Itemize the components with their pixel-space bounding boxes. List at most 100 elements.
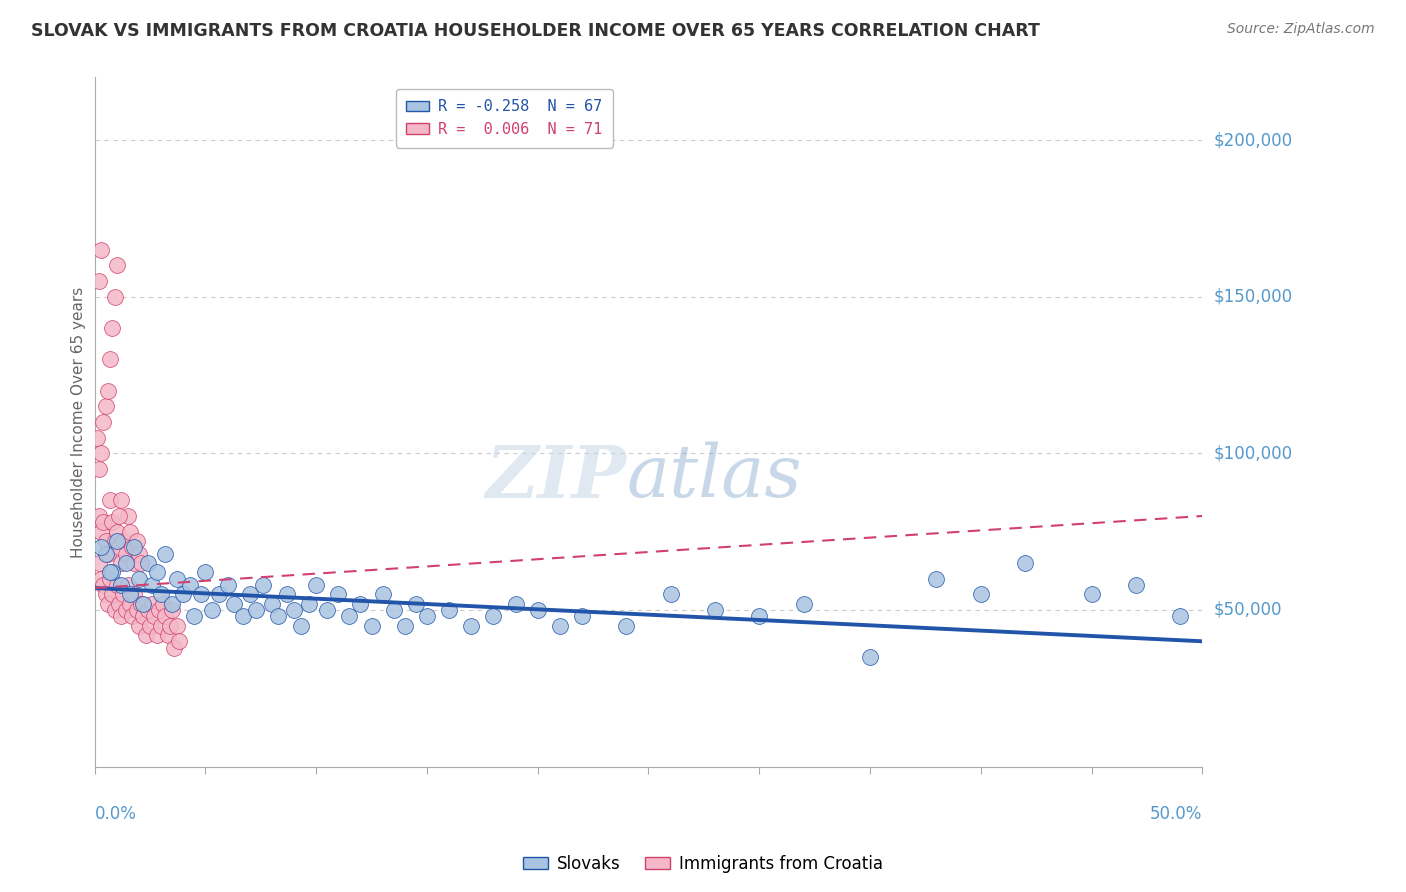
Point [143,609,166,624]
Point [87,462,110,476]
Point [110,493,132,508]
Point [124,541,146,555]
Point [94,587,117,601]
Point [394,618,416,632]
Point [90,541,112,555]
Point [290,618,312,632]
Point [110,556,132,570]
Point [139,618,162,632]
Point [101,321,124,335]
Point [90,243,112,257]
Point [793,597,815,611]
Point [179,578,201,592]
Point [128,547,150,561]
Point [260,597,283,611]
Point [155,609,177,624]
Point [145,566,167,580]
Point [118,524,141,539]
Point [405,597,427,611]
Point [460,618,482,632]
Point [93,578,115,592]
Point [239,587,262,601]
Point [93,515,115,529]
Point [160,603,183,617]
Point [172,587,194,601]
Point [1168,609,1191,624]
Point [217,578,239,592]
Point [94,400,117,414]
Point [98,493,121,508]
Point [748,609,770,624]
Point [94,547,117,561]
Point [163,640,186,655]
Point [108,597,131,611]
Point [97,384,120,398]
Point [190,587,212,601]
Point [86,431,108,445]
Point [129,597,152,611]
Text: $150,000: $150,000 [1213,288,1292,306]
Point [97,547,120,561]
Point [114,556,136,570]
Point [105,534,128,549]
Point [118,587,141,601]
Text: atlas: atlas [626,442,801,512]
Point [194,566,217,580]
Point [124,587,146,601]
Point [121,609,143,624]
Point [90,446,112,460]
Point [316,603,339,617]
Point [110,609,132,624]
Point [614,618,637,632]
Point [145,628,167,642]
Point [703,603,725,617]
Point [124,556,146,570]
Point [267,609,290,624]
Point [224,597,246,611]
Point [98,566,121,580]
Point [101,515,124,529]
Point [526,603,548,617]
Point [136,603,159,617]
Point [970,587,993,601]
Point [925,572,948,586]
Point [90,572,112,586]
Point [93,415,115,429]
Point [103,290,125,304]
Point [328,587,350,601]
Text: Source: ZipAtlas.com: Source: ZipAtlas.com [1227,22,1375,37]
Point [105,259,128,273]
Point [659,587,682,601]
Point [87,508,110,523]
Point [125,534,148,549]
Point [101,566,124,580]
Point [152,597,174,611]
Text: SLOVAK VS IMMIGRANTS FROM CROATIA HOUSEHOLDER INCOME OVER 65 YEARS CORRELATION C: SLOVAK VS IMMIGRANTS FROM CROATIA HOUSEH… [31,22,1040,40]
Point [1080,587,1102,601]
Point [166,618,188,632]
Point [112,587,135,601]
Point [382,603,405,617]
Point [298,597,321,611]
Point [183,609,205,624]
Point [114,547,136,561]
Point [360,618,382,632]
Point [90,524,112,539]
Point [141,578,163,592]
Text: 0.0%: 0.0% [94,805,136,823]
Point [121,541,143,555]
Point [505,597,527,611]
Point [245,603,267,617]
Point [103,603,125,617]
Text: ZIP: ZIP [485,442,626,513]
Text: 50.0%: 50.0% [1150,805,1202,823]
Point [94,534,117,549]
Point [101,587,124,601]
Point [349,597,371,611]
Point [155,547,177,561]
Point [108,541,131,555]
Point [117,578,139,592]
Point [150,618,173,632]
Point [160,597,183,611]
Point [98,352,121,367]
